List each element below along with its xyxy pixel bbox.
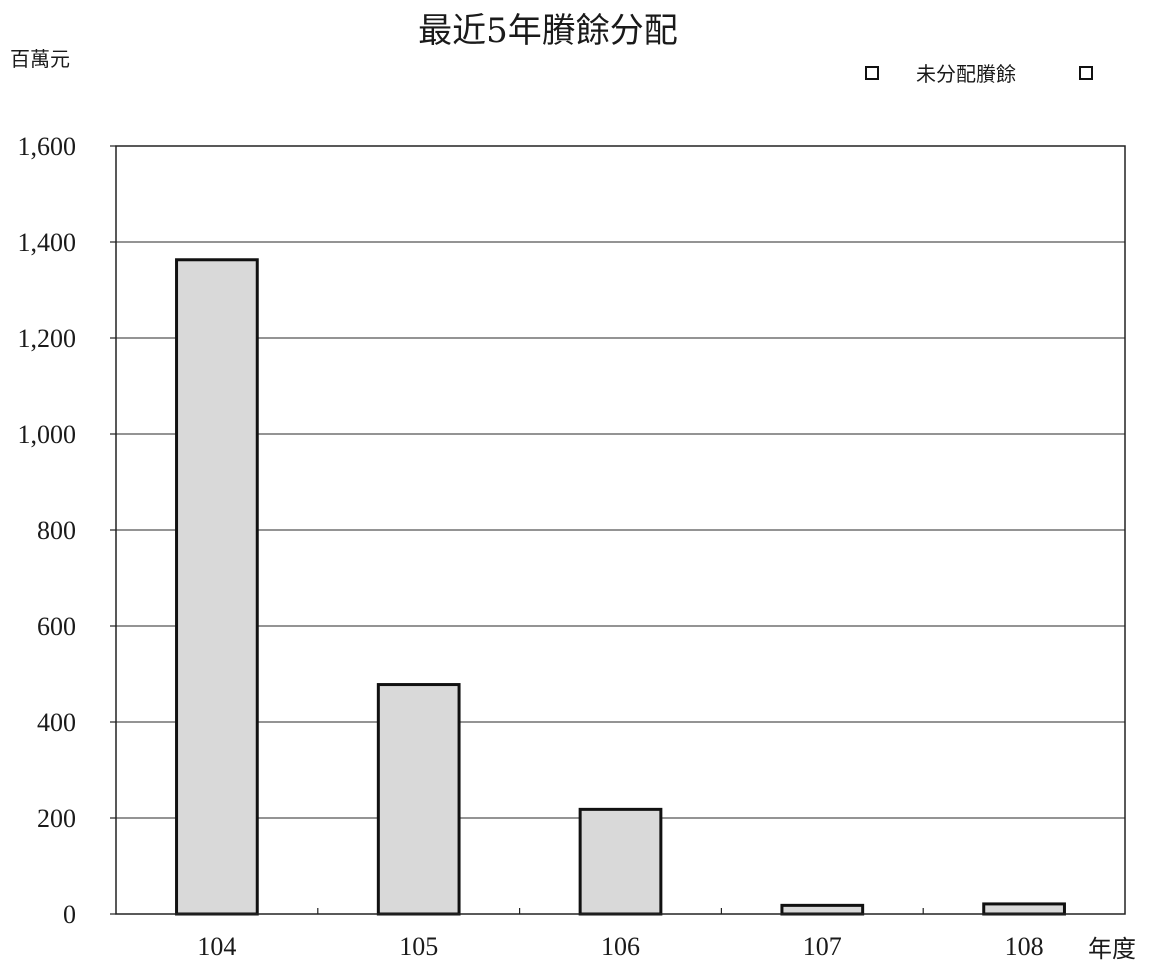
bar-108 [982,902,1066,916]
x-axis-ticks: 104 105 106 107 108 [197,908,1044,961]
legend-label: 未分配賸餘 [916,62,1016,86]
gridlines [116,241,1125,819]
bars [175,258,1066,916]
y-axis-ticks: 0 200 400 600 800 1,000 1,200 1,400 1,600 [18,132,116,929]
y-tick-label: 400 [37,708,76,737]
y-tick-label: 1,400 [18,228,77,257]
y-tick-label: 1,600 [18,132,77,161]
bar-107 [780,903,865,916]
y-tick-label: 0 [63,900,76,929]
legend: 未分配賸餘 [865,62,1093,86]
x-tick-label: 106 [601,932,640,961]
x-tick-label: 105 [399,932,438,961]
legend-swatch-trailing [1079,66,1093,80]
bar-106 [578,807,663,916]
x-tick-label: 108 [1005,932,1044,961]
y-tick-label: 600 [37,612,76,641]
y-tick-label: 1,000 [18,420,77,449]
x-axis-label: 年度 [1088,935,1136,963]
y-axis-unit-label: 百萬元 [10,47,70,71]
y-tick-label: 800 [37,516,76,545]
legend-swatch [865,66,879,80]
chart-title: 最近5年賸餘分配 [418,11,678,51]
x-tick-label: 107 [803,932,842,961]
y-tick-label: 1,200 [18,324,77,353]
bar-104 [175,258,259,916]
bar-105 [376,683,461,916]
x-tick-label: 104 [197,932,236,961]
y-tick-label: 200 [37,804,76,833]
